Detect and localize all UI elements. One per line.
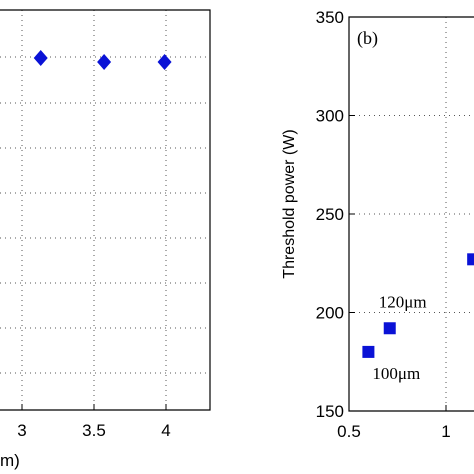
y-tick-label: 250	[316, 205, 344, 224]
data-point	[33, 50, 48, 66]
data-point	[97, 54, 112, 70]
x-tick-label: 3.5	[82, 421, 106, 440]
y-axis-label: Threshold power (W)	[281, 129, 298, 278]
y-tick-label: 150	[316, 402, 344, 421]
x-axis-label: m)	[0, 451, 20, 470]
data-point	[157, 54, 172, 70]
x-tick-label: 1	[441, 422, 450, 441]
y-tick-label: 300	[316, 107, 344, 126]
panel-b-chart: 150 200 250 300 350 0.5 1 Threshold power (W) (b…	[281, 8, 474, 441]
x-tick-label: 4	[161, 421, 170, 440]
panel-label: (b)	[357, 28, 378, 49]
x-tick-label: 3	[17, 421, 26, 440]
axis-frame	[0, 9, 211, 411]
data-point	[362, 345, 375, 358]
point-annotation: 120μm	[379, 292, 427, 311]
point-annotation: 100μm	[372, 364, 420, 383]
data-point	[467, 253, 474, 266]
y-tick-label: 200	[316, 304, 344, 323]
data-point	[383, 322, 396, 335]
y-tick-label: 350	[316, 8, 344, 27]
panel-a-chart: 3 3.5 4 m)	[0, 9, 211, 470]
x-tick-label: 0.5	[337, 422, 361, 441]
